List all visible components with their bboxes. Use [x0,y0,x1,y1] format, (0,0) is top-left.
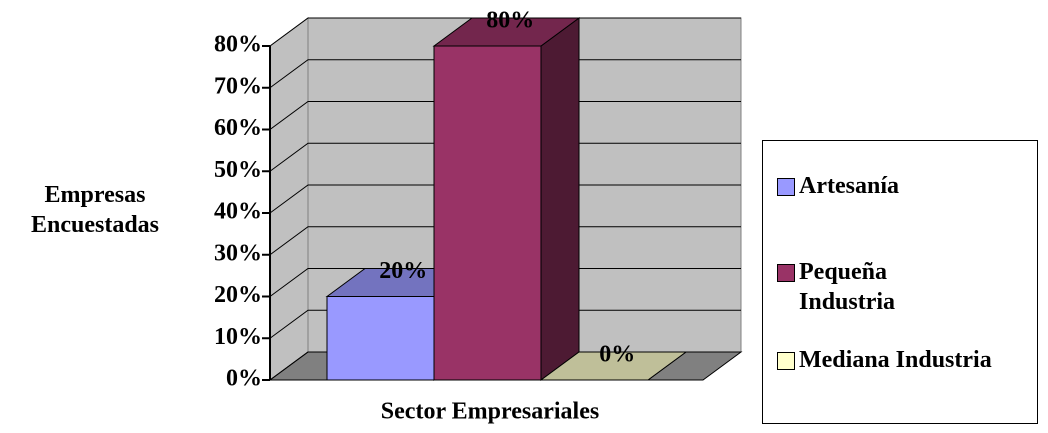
y-tick-label: 20% [214,282,262,308]
y-tick-label: 70% [214,73,262,99]
legend-label: Pequeña Industria [799,259,896,315]
data-label: 0% [599,342,635,368]
legend-item: Pequeña Industria [777,257,1037,317]
legend-swatch [777,264,795,282]
y-tick-label: 80% [214,32,262,58]
bar-top [432,17,581,47]
legend-item: Mediana Industria [777,345,1037,375]
data-label: 20% [379,258,427,284]
legend-swatch [777,178,795,196]
grid-line [269,268,741,297]
bar [433,45,542,381]
y-tick-label: 60% [214,115,262,141]
y-tick-label: 0% [226,366,262,392]
y-tick-label: 10% [214,324,262,350]
grid-line [269,101,741,130]
bar-side [540,17,580,381]
legend-label: Artesanía [799,173,899,199]
legend-label: Mediana Industria [799,347,992,373]
legend-item: Artesanía [777,171,1037,201]
y-tick-label: 40% [214,199,262,225]
bar-top [539,351,688,381]
y-axis-label: Empresas Encuestadas [30,182,160,238]
bar [326,296,435,381]
legend-swatch [777,352,795,370]
legend: Artesanía Pequeña Industria Mediana Indust… [762,140,1038,424]
grid-line [269,17,741,47]
grid-line [269,309,741,339]
grid-line [269,59,741,89]
data-label: 80% [486,8,534,34]
grid-line [269,226,741,256]
y-tick-label: 50% [214,157,262,183]
x-axis-label: Sector Empresariales [381,399,599,425]
grid-line [269,142,741,172]
grid-line [269,184,741,214]
y-tick-label: 30% [214,240,262,266]
